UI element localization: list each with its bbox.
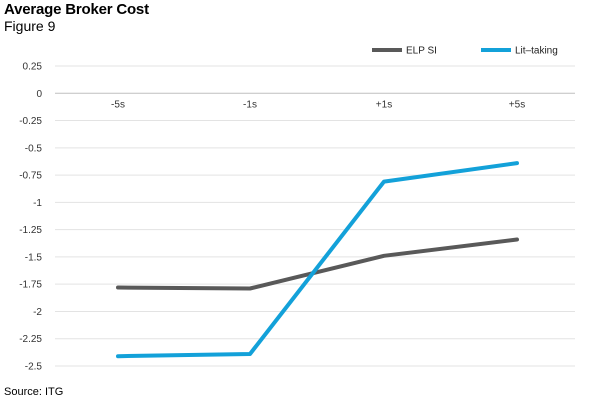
series-line-1 xyxy=(116,161,519,359)
y-tick-label: -0.75 xyxy=(19,171,42,182)
y-tick-label: -0.25 xyxy=(19,116,42,127)
x-axis-ticks: -5s -1s +1s +5s xyxy=(111,99,525,110)
x-tick-label: +1s xyxy=(376,99,392,110)
chart-subtitle: Figure 9 xyxy=(4,18,56,34)
x-tick-label: -1s xyxy=(243,99,257,110)
series-lines xyxy=(116,161,519,359)
series-line-0 xyxy=(116,237,519,291)
y-tick-label: 0.25 xyxy=(23,62,43,73)
chart-title: Average Broker Cost xyxy=(4,1,149,18)
x-tick-label: +5s xyxy=(509,99,525,110)
y-tick-label: -1.25 xyxy=(19,225,42,236)
y-tick-label: -2 xyxy=(33,307,42,318)
y-tick-label: -2.25 xyxy=(19,334,42,345)
x-tick-label: -5s xyxy=(111,99,125,110)
y-tick-label: -0.5 xyxy=(25,143,43,154)
chart-source: Source: ITG xyxy=(4,386,64,398)
y-tick-label: 0 xyxy=(36,89,42,100)
y-tick-label: -1 xyxy=(33,198,42,209)
y-tick-label: -2.5 xyxy=(25,362,43,373)
y-tick-label: -1.5 xyxy=(25,252,43,263)
legend: ELP SI Lit–taking xyxy=(372,46,558,57)
y-tick-label: -1.75 xyxy=(19,280,42,291)
legend-label: ELP SI xyxy=(406,46,437,57)
legend-label: Lit–taking xyxy=(515,46,558,57)
y-axis-ticks: 0.25 0 -0.25 -0.5 -0.75 -1 -1.25 -1.5 -1.75 -2 -2.… xyxy=(19,62,42,373)
gridlines xyxy=(55,65,575,367)
